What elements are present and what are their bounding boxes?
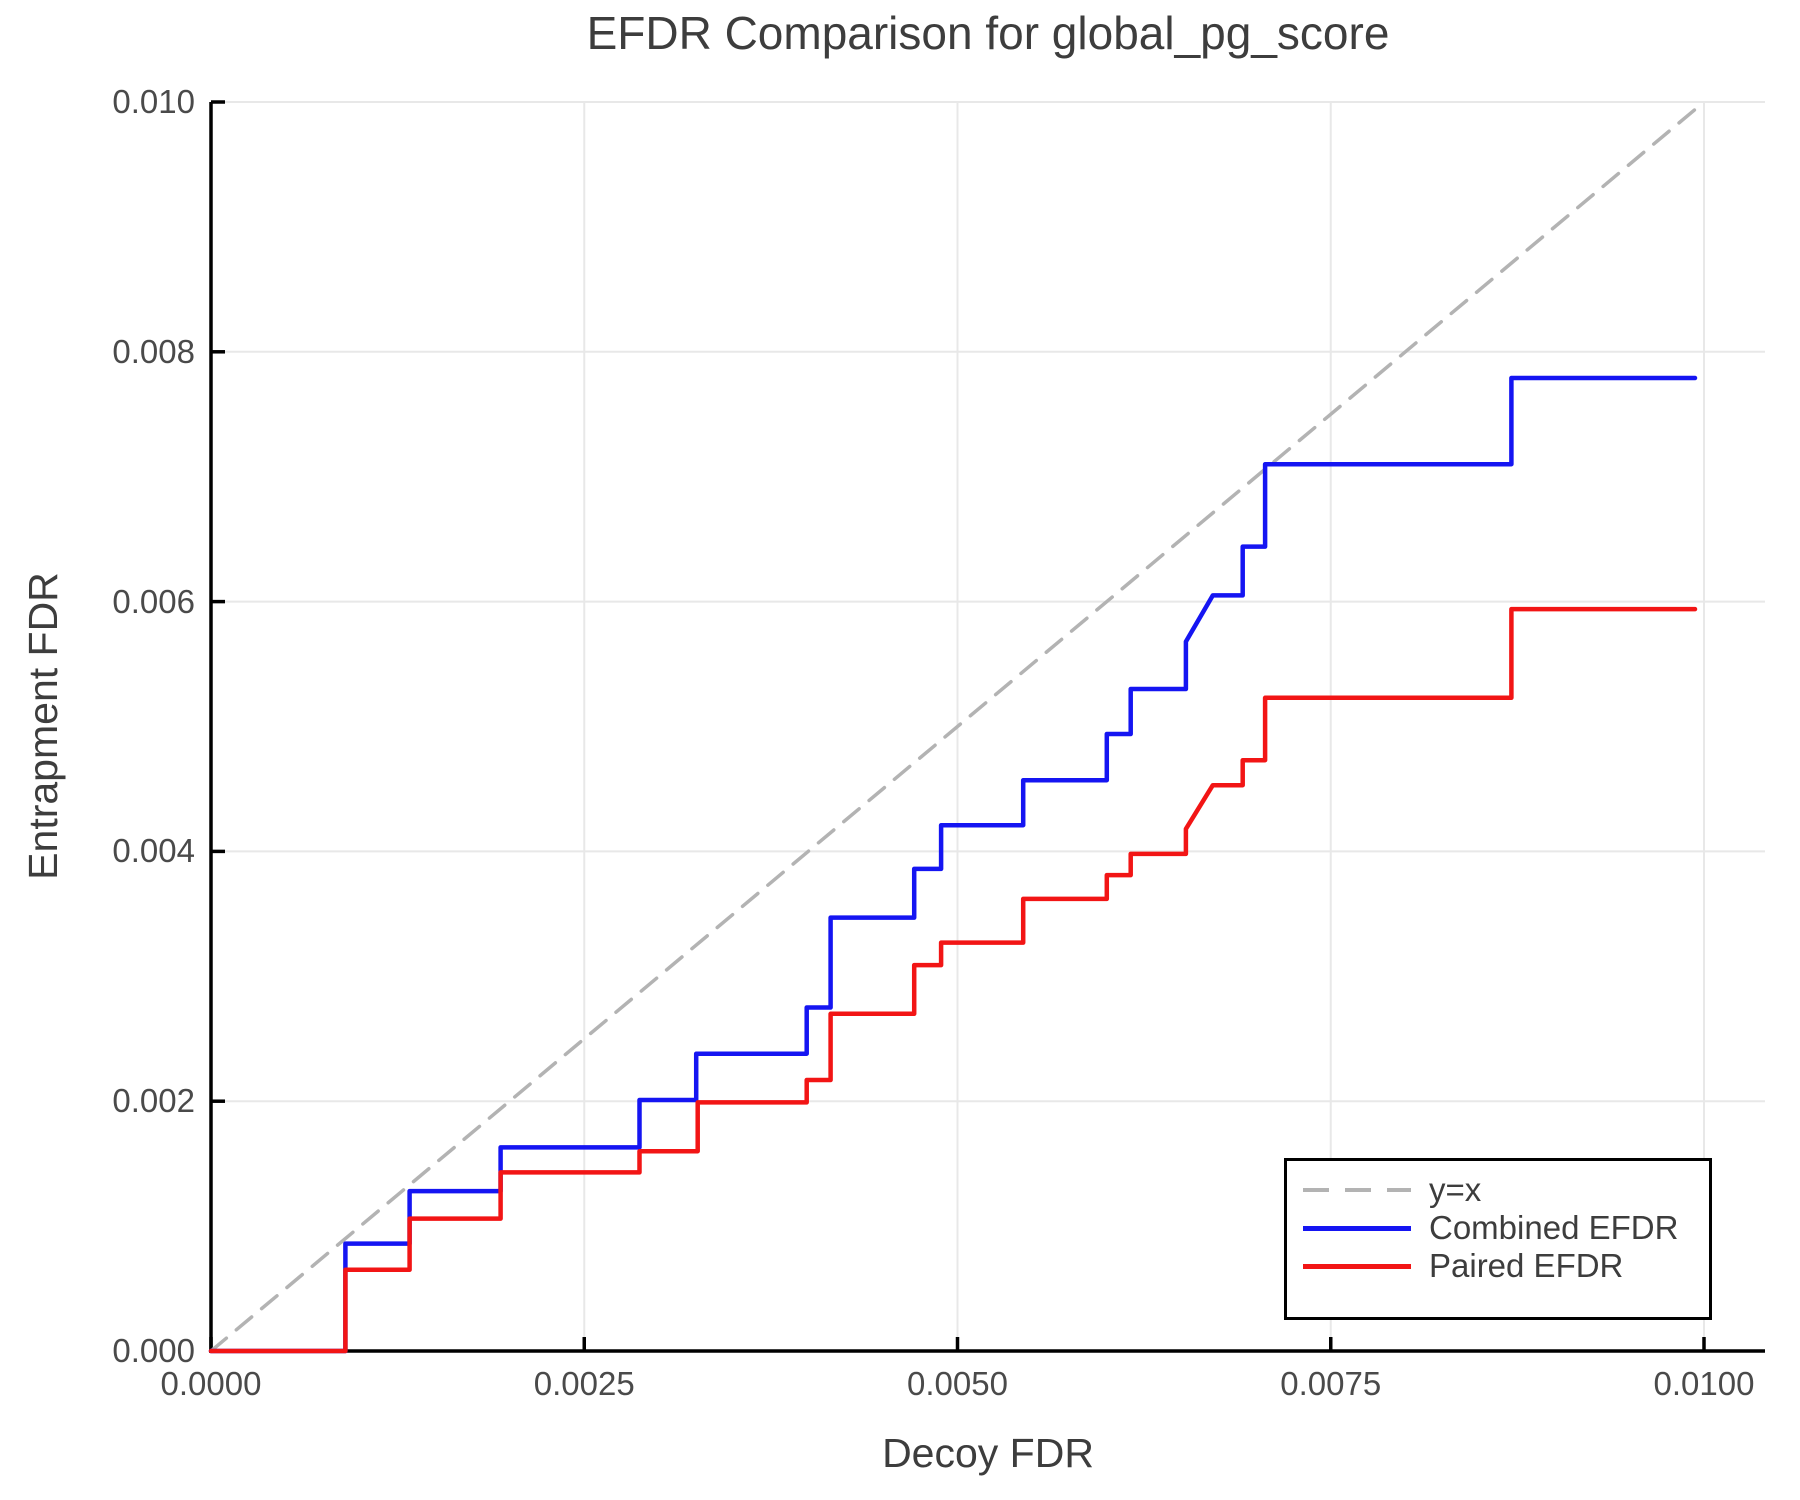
x-tick-label: 0.0025 [533, 1365, 635, 1402]
y-tick-label: 0.000 [112, 1332, 195, 1369]
legend-label-paired: Paired EFDR [1429, 1247, 1624, 1284]
legend-line-sample-paired [1303, 1263, 1411, 1269]
x-tick-label: 0.0100 [1653, 1365, 1755, 1402]
legend-label-combined: Combined EFDR [1429, 1209, 1679, 1246]
series-line-y-x [209, 100, 1706, 1353]
legend-item-combined-efdr: Combined EFDR [1287, 1209, 1709, 1247]
x-tick-label: 0.0050 [907, 1365, 1008, 1402]
y-tick-label: 0.008 [112, 332, 195, 370]
legend-line-sample-yx [1303, 1188, 1411, 1192]
y-tick-label: 0.006 [112, 582, 195, 620]
legend-item-paired-efdr: Paired EFDR [1287, 1247, 1709, 1285]
x-tick-label: 0.0075 [1280, 1365, 1382, 1402]
y-tick-label: 0.002 [112, 1082, 195, 1120]
legend: y=x Combined EFDR Paired EFDR [1284, 1158, 1712, 1320]
series-line-combined-efdr [208, 375, 1698, 1354]
legend-item-yx: y=x [1287, 1171, 1709, 1209]
y-tick-label: 0.010 [112, 83, 195, 120]
legend-label-yx: y=x [1429, 1171, 1482, 1208]
x-axis-title: Decoy FDR [882, 1430, 1094, 1476]
series-line-paired-efdr [208, 606, 1698, 1354]
chart-title: EFDR Comparison for global_pg_score [586, 7, 1390, 59]
legend-line-sample-combined [1303, 1225, 1411, 1231]
y-tick-label: 0.004 [112, 832, 195, 870]
x-tick-label: 0.0000 [160, 1365, 262, 1402]
